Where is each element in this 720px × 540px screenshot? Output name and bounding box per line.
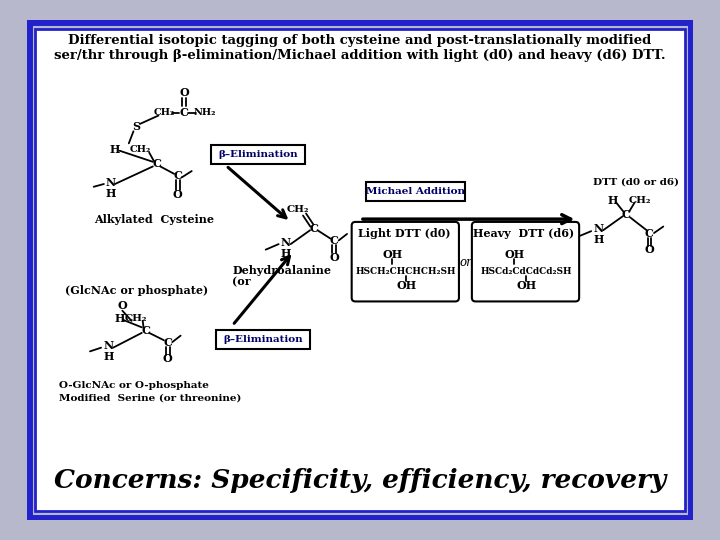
Text: O-GlcNAc or O-phosphate: O-GlcNAc or O-phosphate xyxy=(60,381,210,390)
Text: Heavy  DTT (d6): Heavy DTT (d6) xyxy=(473,227,575,239)
FancyBboxPatch shape xyxy=(366,182,465,201)
Text: C: C xyxy=(330,235,338,246)
Text: O: O xyxy=(179,87,189,98)
Text: Concerns: Specificity, efficiency, recovery: Concerns: Specificity, efficiency, recov… xyxy=(54,468,666,494)
Text: DTT (d0 or d6): DTT (d0 or d6) xyxy=(593,178,678,187)
Text: C: C xyxy=(141,325,150,335)
Text: C: C xyxy=(180,107,189,118)
Text: C: C xyxy=(152,158,161,169)
Text: HSCd₂CdCdCd₂SH: HSCd₂CdCdCd₂SH xyxy=(481,267,572,276)
Text: N: N xyxy=(105,177,115,188)
Text: Dehydroalanine: Dehydroalanine xyxy=(233,265,331,275)
Text: or: or xyxy=(460,256,473,269)
Text: C: C xyxy=(310,223,318,234)
Text: C: C xyxy=(174,170,182,181)
Text: O: O xyxy=(644,244,654,255)
Text: H: H xyxy=(607,195,618,206)
Text: Differential isotopic tagging of both cysteine and post-translationally modified: Differential isotopic tagging of both cy… xyxy=(68,34,652,47)
Text: OH: OH xyxy=(516,280,536,291)
Text: CH₂: CH₂ xyxy=(153,109,175,117)
Text: β–Elimination: β–Elimination xyxy=(223,335,302,344)
Text: C: C xyxy=(163,336,172,348)
Text: O: O xyxy=(163,353,173,365)
Text: H: H xyxy=(593,234,604,245)
Text: C: C xyxy=(622,209,631,220)
Text: O: O xyxy=(117,300,127,310)
FancyBboxPatch shape xyxy=(211,145,305,164)
Text: OH: OH xyxy=(504,249,524,260)
Text: Alkylated  Cysteine: Alkylated Cysteine xyxy=(94,214,214,225)
Text: (or: (or xyxy=(233,276,251,287)
Text: N: N xyxy=(593,223,603,234)
Text: H: H xyxy=(105,188,115,199)
Text: N: N xyxy=(104,340,114,352)
Text: Modified  Serine (or threonine): Modified Serine (or threonine) xyxy=(60,393,242,402)
Text: N: N xyxy=(281,237,291,248)
Text: CH₂: CH₂ xyxy=(125,314,148,322)
Text: (GlcNAc or phosphate): (GlcNAc or phosphate) xyxy=(65,285,208,296)
Text: H: H xyxy=(103,352,114,362)
Text: OH: OH xyxy=(396,280,416,291)
Text: H: H xyxy=(114,313,125,323)
Text: Light DTT (d0): Light DTT (d0) xyxy=(358,227,451,239)
Text: OH: OH xyxy=(382,249,402,260)
Text: NH₂: NH₂ xyxy=(194,109,216,117)
FancyBboxPatch shape xyxy=(216,330,310,349)
Text: H: H xyxy=(281,248,291,259)
Text: S: S xyxy=(132,121,140,132)
Text: O: O xyxy=(173,188,183,200)
Text: β–Elimination: β–Elimination xyxy=(218,150,298,159)
Text: Michael Addition: Michael Addition xyxy=(366,187,465,196)
Text: H: H xyxy=(109,144,120,156)
Text: CH₂: CH₂ xyxy=(287,205,310,214)
Text: CH₂: CH₂ xyxy=(130,145,150,154)
Text: C: C xyxy=(645,227,654,239)
Text: HSCH₂CHCHCH₂SH: HSCH₂CHCHCH₂SH xyxy=(356,267,456,276)
Text: O: O xyxy=(329,252,339,262)
Text: ser/thr through β-elimination/Michael addition with light (d0) and heavy (d6) DT: ser/thr through β-elimination/Michael ad… xyxy=(54,49,666,62)
Text: CH₂: CH₂ xyxy=(629,196,652,205)
